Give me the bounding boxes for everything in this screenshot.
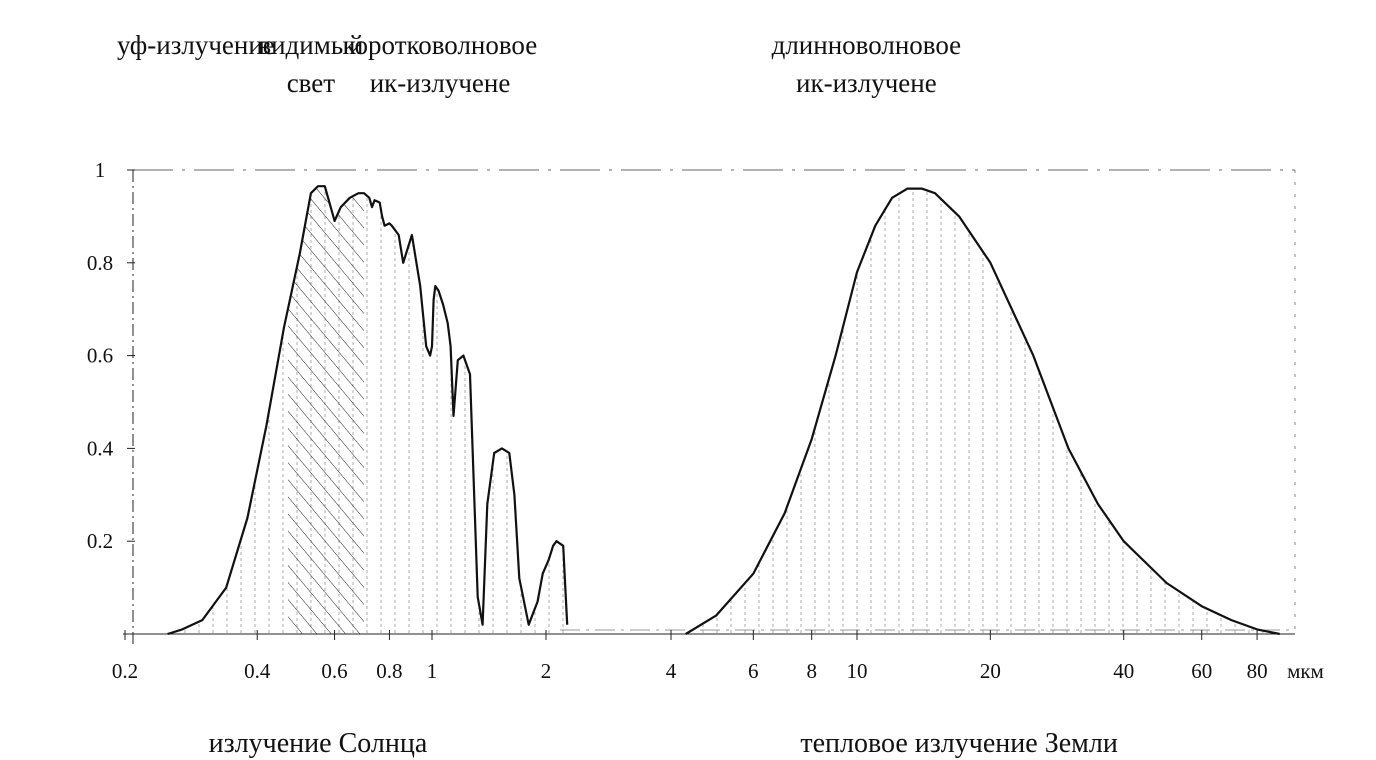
x-tick-label: 0.6 (321, 659, 347, 683)
group-label: тепловое излучение Земли (800, 728, 1117, 759)
x-tick-label: 0.4 (244, 659, 271, 683)
band-label: видимый (258, 30, 363, 60)
band-label: длинноволновое (772, 30, 962, 60)
y-tick-label: 0.2 (87, 529, 113, 553)
y-tick-label: 0.8 (87, 251, 113, 275)
group-labels: излучение Солнца тепловое излучение Земли (209, 728, 1118, 759)
curves (167, 185, 1280, 636)
band-label: коротковолновое (343, 30, 537, 60)
curve-line-2 (685, 187, 1280, 636)
x-tick-label: 2 (541, 659, 552, 683)
x-tick-label: 4 (666, 659, 677, 683)
band-label: ик-излучене (370, 68, 511, 98)
x-tick-label: 60 (1191, 659, 1212, 683)
curve-fills (167, 186, 1280, 634)
x-unit-label: мкм (1287, 659, 1324, 683)
x-tick-label: 8 (806, 659, 817, 683)
curve-fill-2 (685, 188, 1280, 634)
band-label: уф-излучение (117, 30, 275, 60)
y-tick-label: 1 (95, 158, 106, 182)
x-tick-label: 10 (847, 659, 868, 683)
group-label: излучение Солнца (209, 728, 428, 759)
curve-fill-1 (167, 186, 568, 634)
y-axis: 0.2 0.4 0.6 0.8 1 (87, 158, 135, 553)
y-tick-label: 0.6 (87, 344, 113, 368)
x-tick-label: 0.8 (376, 659, 402, 683)
visible-light-hatch (287, 186, 364, 634)
curve-line-1 (167, 185, 569, 636)
x-tick-label: 1 (427, 659, 438, 683)
x-tick-label: 20 (980, 659, 1001, 683)
x-tick-label: 0.2 (112, 659, 138, 683)
x-tick-label: 6 (748, 659, 759, 683)
x-axis: 0.2 0.4 0.6 0.8 1 2 4 6 8 10 20 40 60 80 мкм (112, 630, 1324, 683)
x-tick-label: 40 (1113, 659, 1134, 683)
band-label: свет (287, 68, 336, 98)
band-label: ик-излучене (796, 68, 937, 98)
x-tick-label: 80 (1247, 659, 1268, 683)
y-tick-label: 0.4 (87, 436, 114, 460)
